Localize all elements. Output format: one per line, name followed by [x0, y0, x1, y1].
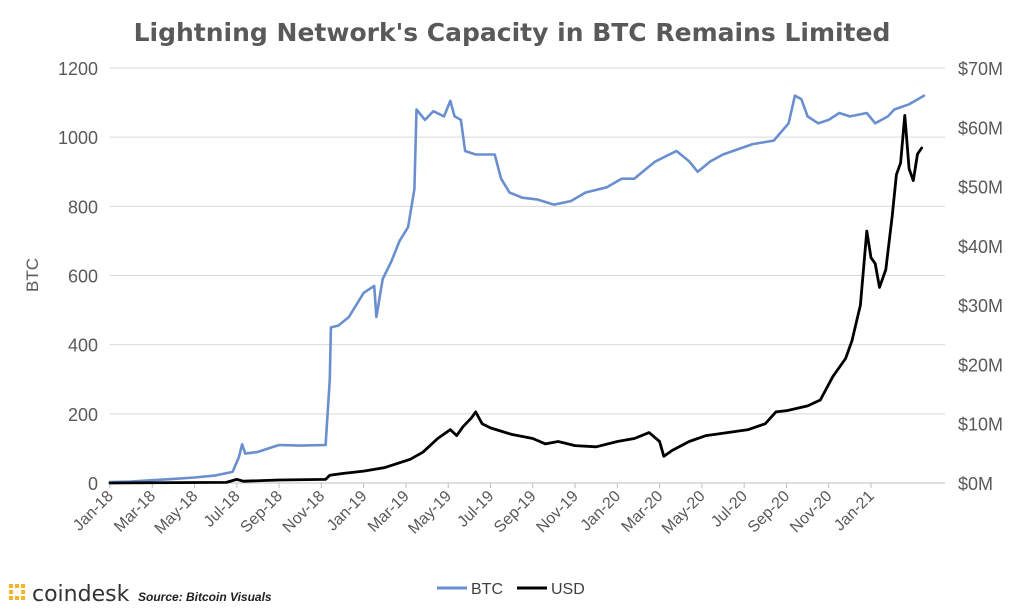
y-tick-label-left: 800 — [68, 197, 98, 217]
series-line-btc — [108, 94, 926, 484]
y-tick-label-left: 600 — [68, 267, 98, 287]
y-tick-label-left: 400 — [68, 336, 98, 356]
source-note: Source: Bitcoin Visuals — [138, 590, 272, 604]
gridlines — [110, 67, 945, 415]
coindesk-logo-icon — [9, 584, 25, 600]
legend-label-btc: BTC — [471, 581, 503, 598]
y-tick-label-right: $60M — [958, 118, 1003, 138]
y-tick-label-left: 0 — [88, 474, 98, 494]
y-tick-label-left: 1200 — [58, 59, 98, 79]
y-tick-label-left: 200 — [68, 405, 98, 425]
series-line-usd — [108, 114, 924, 485]
x-tick-label: Jan-20 — [578, 488, 625, 535]
series-layer — [108, 94, 926, 485]
y-tick-label-right: $0M — [958, 474, 993, 494]
x-tick-label: Mar-19 — [365, 488, 413, 536]
x-tick-label: Mar-18 — [111, 488, 159, 536]
y-tick-label-left: 1000 — [58, 128, 98, 148]
legend: BTC USD — [437, 581, 585, 598]
x-tick-label: May-20 — [659, 488, 709, 538]
coindesk-logo: coindesk — [9, 582, 130, 607]
coindesk-wordmark: coindesk — [32, 582, 130, 607]
legend-label-usd: USD — [551, 581, 585, 598]
y-tick-label-right: $70M — [958, 59, 1003, 79]
x-tick-label: Jan-18 — [70, 488, 117, 535]
y-tick-label-right: $30M — [958, 296, 1003, 316]
x-tick-label: May-19 — [405, 488, 455, 538]
x-tick-label: Mar-20 — [619, 488, 667, 536]
y-axis-left-ticks: 0 200 400 600 800 1000 1200 — [58, 59, 98, 494]
x-tick-label: Nov-19 — [533, 488, 582, 537]
x-tick-label: Nov-20 — [787, 488, 836, 537]
x-tick-label: Sep-19 — [491, 488, 540, 537]
x-tick-label: Sep-18 — [237, 488, 286, 537]
x-tick-label: Jan-19 — [324, 488, 371, 535]
y-tick-label-right: $50M — [958, 178, 1003, 198]
x-tick-label: Sep-20 — [745, 488, 794, 537]
y-tick-label-right: $40M — [958, 237, 1003, 257]
y-axis-title: BTC — [23, 258, 42, 292]
x-tick-label: Jan-21 — [831, 488, 878, 535]
y-tick-label-right: $20M — [958, 355, 1003, 375]
chart-title: Lightning Network's Capacity in BTC Rema… — [134, 18, 891, 47]
y-axis-right-ticks: $0M $10M $20M $30M $40M $50M $60M $70M — [958, 59, 1003, 494]
x-tick-marks — [109, 483, 872, 488]
x-tick-label: May-18 — [152, 488, 202, 538]
x-tick-label: Nov-18 — [280, 488, 329, 537]
y-tick-label-right: $10M — [958, 415, 1003, 435]
